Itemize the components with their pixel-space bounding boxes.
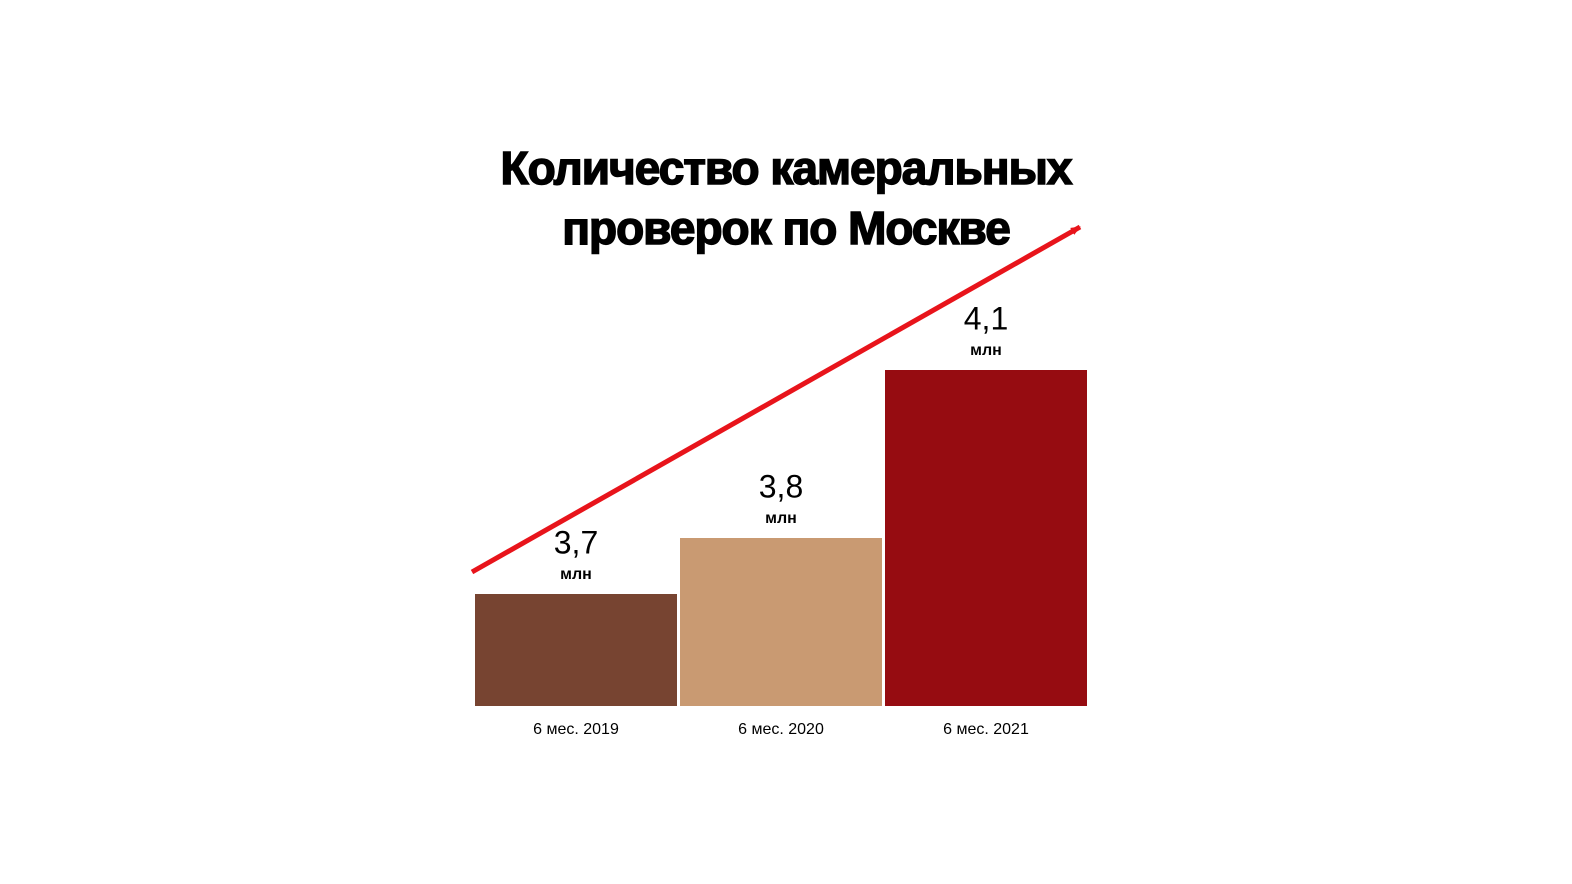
bar — [680, 538, 882, 706]
value-label: 3,7 — [554, 524, 598, 560]
x-tick-label: 6 мес. 2020 — [738, 721, 824, 738]
bar — [885, 370, 1087, 706]
chart-title: Количество камеральных проверок по Москв… — [500, 141, 1073, 255]
x-tick-label: 6 мес. 2019 — [533, 721, 619, 738]
value-unit: млн — [765, 510, 797, 527]
bar — [475, 594, 677, 706]
trend-arrow — [470, 224, 1082, 575]
value-unit: млн — [560, 566, 592, 583]
x-tick-label: 6 мес. 2021 — [943, 721, 1029, 738]
value-unit: млн — [970, 342, 1002, 359]
value-label: 4,1 — [964, 300, 1008, 336]
value-label: 3,8 — [759, 468, 803, 504]
